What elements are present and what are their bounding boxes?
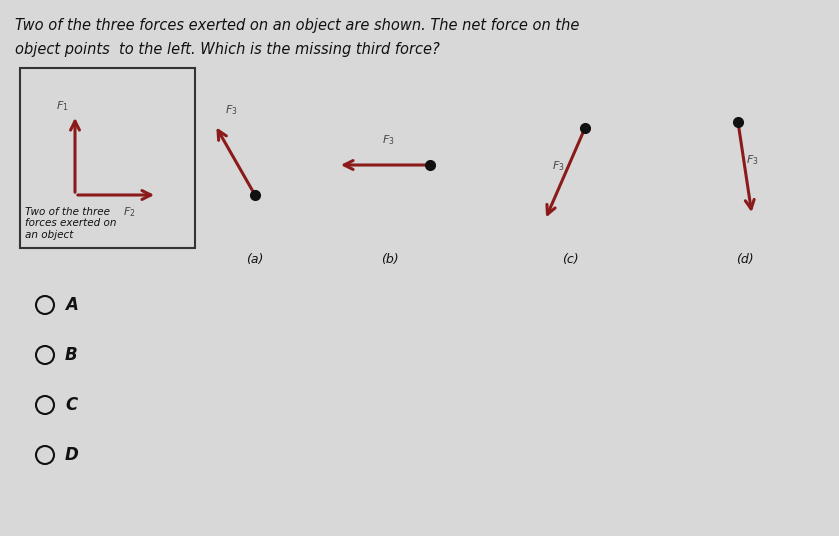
Text: C: C — [65, 396, 77, 414]
Text: $F_3$: $F_3$ — [552, 159, 565, 173]
Text: D: D — [65, 446, 79, 464]
Text: Two of the three forces exerted on an object are shown. The net force on the: Two of the three forces exerted on an ob… — [15, 18, 580, 33]
Text: (b): (b) — [381, 253, 399, 266]
Text: (c): (c) — [561, 253, 578, 266]
Text: object points  to the left. Which is the missing third force?: object points to the left. Which is the … — [15, 42, 440, 57]
Bar — [20, 68, 195, 248]
Text: Two of the three
forces exerted on
an object: Two of the three forces exerted on an ob… — [25, 207, 117, 240]
Text: $F_1$: $F_1$ — [56, 99, 69, 113]
Text: (d): (d) — [736, 253, 753, 266]
Text: $F_3$: $F_3$ — [225, 103, 237, 117]
Text: (a): (a) — [247, 253, 263, 266]
Text: A: A — [65, 296, 78, 314]
Text: $F_2$: $F_2$ — [123, 205, 136, 219]
Text: $F_3$: $F_3$ — [746, 153, 758, 167]
Text: $F_3$: $F_3$ — [382, 133, 394, 147]
Text: B: B — [65, 346, 78, 364]
